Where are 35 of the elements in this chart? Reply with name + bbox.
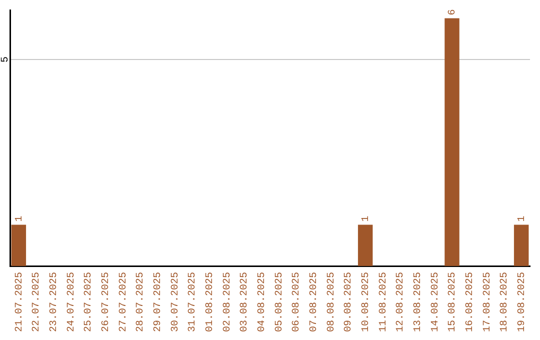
data-label: 1 — [14, 216, 26, 222]
x-tick-label: 21.07.2025 — [14, 272, 26, 332]
x-tick-label: 10.08.2025 — [360, 272, 372, 332]
x-tick-label: 30.07.2025 — [170, 272, 182, 332]
x-tick-label: 03.08.2025 — [240, 272, 251, 332]
x-tick-label: 28.07.2025 — [136, 272, 147, 332]
x-tick-label: 17.08.2025 — [482, 272, 494, 332]
x-tick-label: 29.07.2025 — [152, 272, 164, 332]
x-tick-label: 26.07.2025 — [100, 272, 112, 332]
x-tick-label: 22.07.2025 — [32, 272, 43, 332]
x-tick-label: 04.08.2025 — [256, 272, 268, 332]
data-label: 1 — [360, 216, 372, 222]
x-tick-label: 25.07.2025 — [84, 272, 95, 332]
x-tick-label: 08.08.2025 — [326, 272, 338, 332]
x-tick-label: 16.08.2025 — [464, 272, 476, 332]
x-tick-label: 05.08.2025 — [274, 272, 286, 332]
x-tick-label: 02.08.2025 — [222, 272, 234, 332]
x-tick-label: 11.08.2025 — [378, 272, 390, 332]
x-tick-label: 09.08.2025 — [344, 272, 355, 332]
x-tick-label: 13.08.2025 — [412, 272, 424, 332]
x-tick-label: 12.08.2025 — [396, 272, 407, 332]
x-tick-label: 23.07.2025 — [48, 272, 60, 332]
x-tick-label: 01.08.2025 — [204, 272, 216, 332]
data-label: 1 — [516, 216, 528, 222]
x-tick-label: 19.08.2025 — [516, 272, 528, 332]
x-tick-label: 15.08.2025 — [448, 272, 459, 332]
x-tick-label: 24.07.2025 — [66, 272, 78, 332]
x-tick-label: 18.08.2025 — [500, 272, 511, 332]
x-tick-label: 06.08.2025 — [292, 272, 303, 332]
x-tick-label: 27.07.2025 — [118, 272, 130, 332]
data-label: 6 — [448, 9, 459, 16]
x-tick-label: 31.07.2025 — [188, 272, 199, 332]
y-tick-label: 5 — [0, 56, 12, 63]
x-tick-label: 14.08.2025 — [430, 272, 442, 332]
x-tick-label: 07.08.2025 — [308, 272, 320, 332]
